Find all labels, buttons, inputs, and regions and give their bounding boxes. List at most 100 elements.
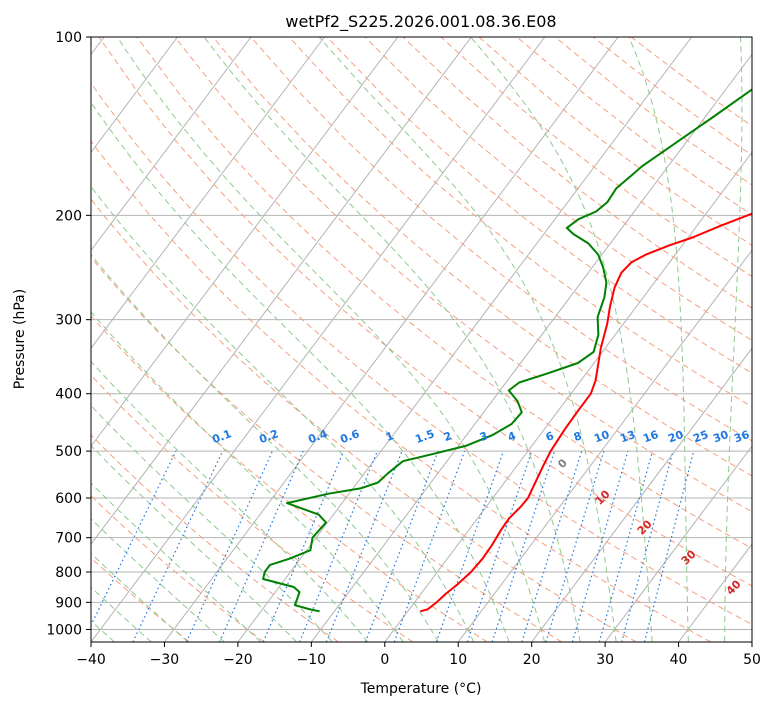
moist-adiabat: [91, 253, 439, 642]
x-axis: −40 −30 −20 −10 0 10 20 30 40 50: [76, 642, 761, 668]
dry-adiabat: [91, 374, 414, 642]
x-tick-label: 50: [743, 652, 761, 668]
mixing-ratio-line: [435, 450, 504, 642]
dry-adiabat: [592, 37, 752, 156]
mixing-ratio-line: [364, 450, 439, 642]
moist-adiabat: [91, 444, 297, 642]
mixing-ratio-label: 1.5: [413, 427, 436, 446]
mixing-ratio-label: 2: [442, 429, 454, 444]
isotherm-gridline: [91, 37, 178, 154]
y-tick-label: 200: [55, 208, 82, 224]
x-tick-label: 40: [670, 652, 688, 668]
dry-adiabat: [91, 198, 637, 642]
mixing-ratio-label: 30: [711, 428, 730, 446]
mixing-ratio-line: [185, 450, 273, 642]
mixing-ratio-label: 10: [592, 428, 611, 446]
dry-adiabat: [212, 37, 752, 477]
mixing-ratio-label: 3: [478, 429, 490, 444]
mixing-ratio-line: [571, 450, 629, 642]
mixing-ratio-line: [299, 450, 378, 642]
y-tick-label: 800: [55, 565, 82, 581]
x-tick-label: 30: [596, 652, 614, 668]
dry-adiabat: [91, 434, 339, 642]
mixing-ratio-line: [643, 450, 695, 642]
y-tick-label: 400: [55, 387, 82, 403]
dry-adiabat: [91, 256, 563, 642]
y-tick-label: 900: [55, 595, 82, 611]
isotherm-gridline: [384, 151, 752, 642]
moist-adiabat: [91, 360, 369, 642]
dry-adiabat: [440, 37, 752, 278]
mixing-ratio-line: [466, 450, 533, 642]
y-tick-label: 100: [55, 30, 82, 46]
dry-adiabat: [478, 37, 752, 246]
x-tick-label: −30: [150, 652, 180, 668]
mixing-ratio-line: [262, 450, 345, 642]
dry-adiabat: [91, 315, 488, 642]
plot-area: -100-90-80-70-60-50-40-30-20-100.10.20.4…: [90, 36, 753, 643]
temperature-profile: [420, 212, 752, 613]
dry-adiabat: [91, 140, 712, 642]
mixing-ratio-line: [91, 450, 177, 627]
mixing-ratio-label: 0.4: [306, 427, 329, 446]
isotherm-gridline: [91, 37, 325, 350]
x-tick-label: 0: [380, 652, 389, 668]
isotherm-gridline: [751, 641, 752, 642]
moist-adiabat: [91, 185, 475, 642]
y-axis: 100 200 300 400 500 600 700 800 900 1000: [46, 30, 91, 638]
x-tick-label: 10: [449, 652, 467, 668]
isotherm-gridline: [457, 249, 752, 642]
moist-adiabat: [91, 586, 152, 642]
moist-adiabat: [91, 404, 333, 642]
mixing-ratio-label: 20: [666, 428, 685, 446]
mixing-ratio-label: 36: [732, 428, 751, 446]
chart-title: wetPf2_S225.2026.001.08.36.E08: [285, 12, 556, 32]
x-axis-label: Temperature (°C): [360, 681, 482, 697]
dry-adiabat: [91, 495, 265, 642]
plot-frame: [90, 36, 753, 643]
moist-adiabat: [203, 37, 581, 642]
moist-adiabat-label: 30: [679, 547, 699, 567]
dry-adiabat: [91, 557, 190, 642]
x-tick-label: −40: [76, 652, 106, 668]
dry-adiabat: [288, 37, 752, 408]
x-tick-label: −10: [297, 652, 327, 668]
mixing-ratio-line: [325, 450, 403, 642]
moist-adiabat: [318, 37, 617, 642]
dry-adiabat: [364, 37, 752, 341]
mixing-ratio-label: 16: [641, 428, 660, 446]
isotherm-gridline: [531, 347, 752, 642]
mixing-ratio-line: [598, 450, 654, 642]
mixing-ratio-line: [132, 450, 224, 642]
dry-adiabat: [630, 37, 752, 127]
y-tick-label: 700: [55, 531, 82, 547]
mixing-ratio-line: [545, 450, 605, 642]
mixing-ratio-label: 0.2: [257, 427, 280, 446]
mixing-ratio-label: 6: [544, 429, 556, 444]
isotherm-gridline: [237, 37, 693, 642]
mixing-ratio-line: [521, 450, 583, 642]
isotherm-gridline: [91, 37, 399, 447]
x-tick-label: 20: [523, 652, 541, 668]
mixing-ratio-label: 13: [618, 428, 637, 445]
moist-adiabat: [91, 482, 262, 642]
moist-adiabat: [116, 37, 546, 642]
moist-adiabat: [91, 101, 510, 642]
y-tick-label: 600: [55, 491, 82, 507]
mixing-ratio-line: [621, 450, 674, 642]
y-tick-label: 300: [55, 313, 82, 329]
moist-adiabat-label: 40: [724, 577, 744, 597]
moist-adiabat: [91, 311, 404, 642]
y-tick-label: 500: [55, 444, 82, 460]
isotherm-gridline: [91, 37, 472, 545]
moist-adiabat: [724, 37, 743, 642]
mixing-ratio-label: 25: [691, 428, 710, 445]
mixing-ratio-line: [393, 450, 466, 642]
dry-adiabat: [402, 37, 752, 309]
dry-adiabat: [250, 37, 752, 442]
moist-adiabat: [628, 37, 689, 642]
moist-adiabat-label: 0: [555, 456, 570, 471]
mixing-ratio-label: 1: [384, 429, 396, 444]
moist-adiabat: [91, 552, 189, 642]
